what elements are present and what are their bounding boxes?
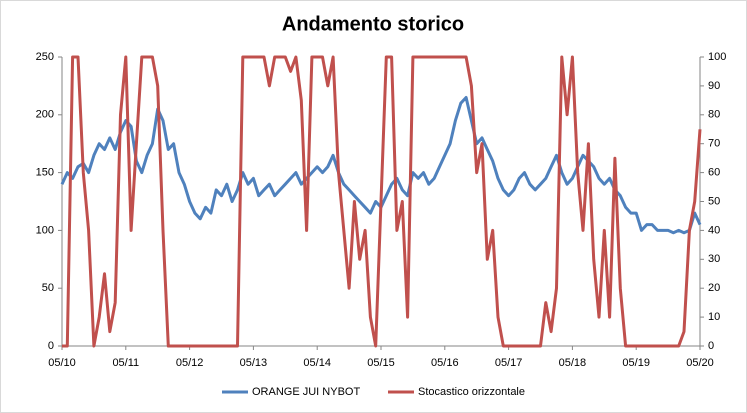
chart-title: Andamento storico	[282, 13, 464, 35]
y-tick-label: 250	[36, 51, 54, 63]
y2-tick-label: 0	[708, 340, 714, 352]
x-tick-label: 05/18	[559, 357, 587, 369]
y2-tick-label: 80	[708, 109, 720, 121]
x-tick-label: 05/11	[112, 357, 139, 369]
y2-tick-label: 90	[708, 80, 720, 92]
x-tick-label: 05/17	[495, 357, 523, 369]
legend-label: ORANGE JUI NYBOT	[252, 386, 360, 398]
y-tick-label: 0	[48, 340, 54, 352]
y-tick-label: 100	[36, 224, 54, 236]
x-tick-label: 05/10	[48, 357, 76, 369]
x-tick-label: 05/19	[622, 357, 650, 369]
x-tick-label: 05/20	[686, 357, 714, 369]
y2-tick-label: 60	[708, 167, 720, 179]
y-tick-label: 200	[36, 109, 54, 121]
x-tick-label: 05/13	[240, 357, 268, 369]
x-tick-label: 05/14	[303, 357, 331, 369]
y2-tick-label: 20	[708, 282, 720, 294]
y2-tick-label: 50	[708, 195, 720, 207]
y-tick-label: 50	[42, 282, 54, 294]
y2-tick-label: 70	[708, 138, 720, 150]
x-tick-label: 05/16	[431, 357, 459, 369]
x-tick-label: 05/15	[367, 357, 395, 369]
y2-tick-label: 100	[708, 51, 726, 63]
series-line	[62, 55, 702, 348]
y2-tick-label: 30	[708, 253, 720, 265]
y-tick-label: 150	[36, 167, 54, 179]
legend-label: Stocastico orizzontale	[418, 386, 525, 398]
y2-tick-label: 10	[708, 311, 720, 323]
y2-tick-label: 40	[708, 224, 720, 236]
x-tick-label: 05/12	[176, 357, 204, 369]
